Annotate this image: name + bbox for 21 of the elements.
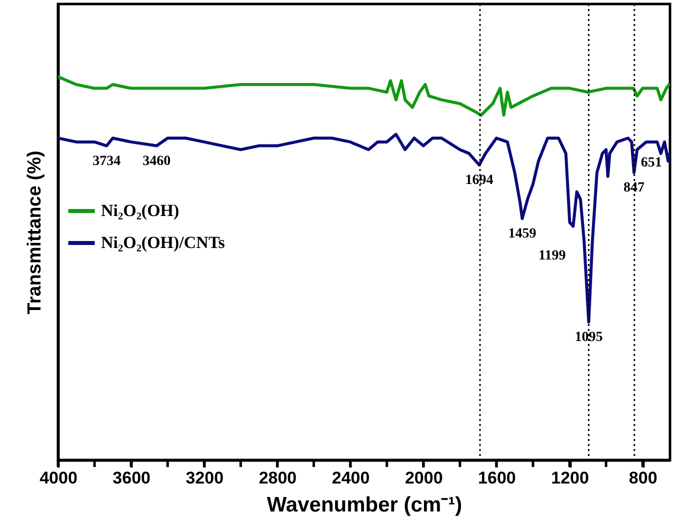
y-axis-title: Transmittance (%) [24,150,46,314]
legend-label: Ni₂O₂(OH)/CNTs [101,233,226,252]
annotation: 1199 [538,248,566,264]
x-tick-label: 2800 [258,468,297,488]
annotation: 3734 [92,154,121,169]
legend-label: Ni₂O₂(OH) [101,201,180,220]
x-tick-label: 1600 [478,468,516,488]
x-tick-label: 2000 [404,468,443,488]
annotation: 1095 [574,330,603,346]
annotation: 1459 [508,226,536,242]
x-tick-label: 1200 [551,468,589,488]
x-tick-label: 3600 [112,468,150,488]
x-tick-label: 3200 [186,468,224,488]
x-tick-label: 2400 [332,468,370,488]
x-axis-title: Wavenumber (cm⁻¹) [266,494,462,516]
annotation: 847 [624,180,645,196]
x-tick-label: 800 [628,468,658,488]
x-tick-label: 4000 [40,468,78,488]
annotation: 651 [640,155,662,170]
annotation: 1694 [465,172,494,188]
annotation: 3460 [142,154,171,169]
